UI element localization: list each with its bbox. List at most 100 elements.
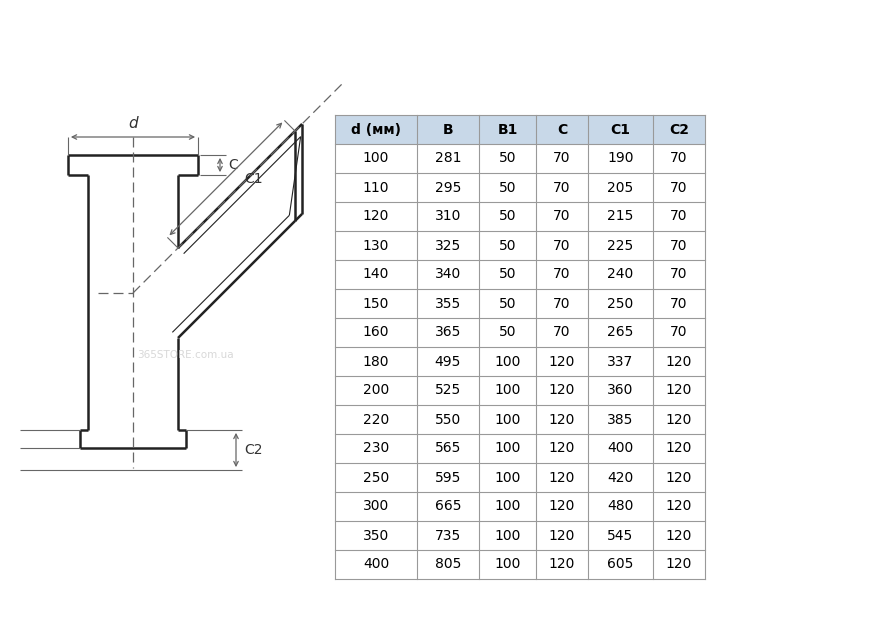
Text: 120: 120 <box>548 499 574 513</box>
Text: 120: 120 <box>548 441 574 455</box>
Text: 100: 100 <box>494 384 520 398</box>
Text: 250: 250 <box>607 296 633 310</box>
Text: 100: 100 <box>494 529 520 543</box>
Text: 805: 805 <box>434 558 461 572</box>
Text: 735: 735 <box>434 529 461 543</box>
Text: 120: 120 <box>548 413 574 427</box>
Text: 70: 70 <box>553 181 570 195</box>
Text: B: B <box>442 123 453 137</box>
Text: 565: 565 <box>434 441 461 455</box>
Text: 120: 120 <box>548 471 574 485</box>
Text: 120: 120 <box>665 499 692 513</box>
Text: 525: 525 <box>434 384 461 398</box>
Text: 230: 230 <box>362 441 388 455</box>
Text: 120: 120 <box>548 558 574 572</box>
Text: 70: 70 <box>553 209 570 223</box>
Text: 50: 50 <box>498 181 515 195</box>
Text: 100: 100 <box>494 413 520 427</box>
Text: C: C <box>556 123 567 137</box>
Text: 120: 120 <box>548 529 574 543</box>
Text: 480: 480 <box>607 499 633 513</box>
Text: 355: 355 <box>434 296 461 310</box>
Text: B1: B1 <box>497 123 517 137</box>
Text: C1: C1 <box>243 172 262 186</box>
Text: 70: 70 <box>669 296 687 310</box>
Text: 400: 400 <box>362 558 388 572</box>
Text: 190: 190 <box>607 151 633 165</box>
Text: 50: 50 <box>498 151 515 165</box>
Text: 215: 215 <box>607 209 633 223</box>
Text: C: C <box>228 158 237 172</box>
Text: 225: 225 <box>607 238 633 252</box>
Text: C1: C1 <box>610 123 630 137</box>
Text: 665: 665 <box>434 499 461 513</box>
Text: 120: 120 <box>665 441 692 455</box>
Text: 365: 365 <box>434 326 461 340</box>
Text: 70: 70 <box>669 151 687 165</box>
Text: 240: 240 <box>607 268 633 282</box>
Text: 365STORE.com.ua: 365STORE.com.ua <box>136 350 233 360</box>
Text: 100: 100 <box>494 471 520 485</box>
Text: 545: 545 <box>607 529 633 543</box>
Text: 360: 360 <box>607 384 633 398</box>
Text: 325: 325 <box>434 238 461 252</box>
Text: 120: 120 <box>362 209 388 223</box>
Text: 295: 295 <box>434 181 461 195</box>
Text: 70: 70 <box>669 181 687 195</box>
Text: 595: 595 <box>434 471 461 485</box>
Text: 120: 120 <box>665 384 692 398</box>
Text: 120: 120 <box>665 413 692 427</box>
Text: 250: 250 <box>362 471 388 485</box>
Text: 120: 120 <box>665 354 692 368</box>
Text: 205: 205 <box>607 181 633 195</box>
Text: 100: 100 <box>362 151 388 165</box>
Bar <box>335 115 704 144</box>
Text: 70: 70 <box>553 326 570 340</box>
Text: 300: 300 <box>362 499 388 513</box>
Text: 265: 265 <box>607 326 633 340</box>
Text: 120: 120 <box>548 384 574 398</box>
Text: 340: 340 <box>434 268 461 282</box>
Text: 140: 140 <box>362 268 388 282</box>
Text: 70: 70 <box>669 326 687 340</box>
Text: 495: 495 <box>434 354 461 368</box>
Text: 100: 100 <box>494 558 520 572</box>
Text: 50: 50 <box>498 326 515 340</box>
Text: 350: 350 <box>362 529 388 543</box>
Text: 400: 400 <box>607 441 633 455</box>
Text: 70: 70 <box>669 238 687 252</box>
Text: 120: 120 <box>665 558 692 572</box>
Text: 70: 70 <box>553 238 570 252</box>
Text: 70: 70 <box>553 268 570 282</box>
Text: 50: 50 <box>498 209 515 223</box>
Text: 550: 550 <box>434 413 461 427</box>
Text: 180: 180 <box>362 354 388 368</box>
Text: d (мм): d (мм) <box>350 123 401 137</box>
Text: 160: 160 <box>362 326 388 340</box>
Text: 220: 220 <box>362 413 388 427</box>
Text: 150: 150 <box>362 296 388 310</box>
Text: 420: 420 <box>607 471 633 485</box>
Text: 70: 70 <box>669 268 687 282</box>
Text: 310: 310 <box>434 209 461 223</box>
Text: 120: 120 <box>548 354 574 368</box>
Text: 70: 70 <box>553 296 570 310</box>
Text: 50: 50 <box>498 296 515 310</box>
Text: 385: 385 <box>607 413 633 427</box>
Text: 70: 70 <box>553 151 570 165</box>
Text: 337: 337 <box>607 354 633 368</box>
Text: 50: 50 <box>498 238 515 252</box>
Text: 70: 70 <box>669 209 687 223</box>
Text: 120: 120 <box>665 529 692 543</box>
Text: 100: 100 <box>494 499 520 513</box>
Text: 100: 100 <box>494 354 520 368</box>
Text: 130: 130 <box>362 238 388 252</box>
Text: C2: C2 <box>243 443 262 457</box>
Text: 110: 110 <box>362 181 388 195</box>
Text: 100: 100 <box>494 441 520 455</box>
Text: d: d <box>128 116 137 131</box>
Text: C2: C2 <box>668 123 688 137</box>
Text: 605: 605 <box>607 558 633 572</box>
Text: 120: 120 <box>665 471 692 485</box>
Text: 281: 281 <box>434 151 461 165</box>
